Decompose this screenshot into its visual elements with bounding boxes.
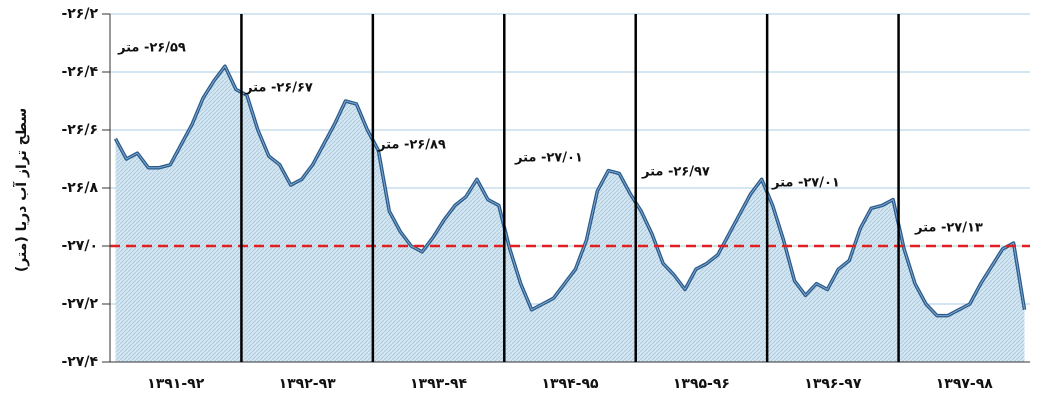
y-tick-label: -۲۶/۶ — [61, 122, 98, 138]
y-axis-label: سطح تراز آب دریا (متر) — [12, 108, 30, 272]
x-tick-label: ۱۳۹۳-۹۴ — [410, 376, 468, 392]
annotation: ۲۶/۶۷- متر — [244, 81, 313, 96]
x-tick-label: ۱۳۹۴-۹۵ — [541, 376, 599, 392]
y-tick-label: -۲۶/۸ — [61, 180, 98, 196]
area — [115, 66, 1025, 362]
annotation: ۲۶/۹۷- متر — [641, 165, 710, 180]
y-tick-label: -۲۷/۴ — [61, 354, 98, 370]
x-tick-label: ۱۳۹۶-۹۷ — [804, 376, 862, 392]
x-tick-label: ۱۳۹۵-۹۶ — [673, 376, 730, 392]
line-highlight — [115, 65, 1026, 317]
annotation: ۲۷/۰۱- متر — [514, 151, 583, 166]
x-tick-label: ۱۳۹۷-۹۸ — [936, 376, 994, 392]
annotation: ۲۷/۱۳- متر — [914, 221, 983, 236]
y-tick-label: -۲۶/۴ — [61, 64, 98, 80]
x-tick-label: ۱۳۹۲-۹۳ — [279, 376, 337, 392]
x-tick-label: ۱۳۹۱-۹۲ — [147, 376, 205, 392]
y-tick-label: -۲۷/۲ — [61, 296, 98, 312]
y-tick-label: -۲۷/۰ — [61, 238, 98, 254]
annotation: ۲۶/۸۹- متر — [377, 138, 446, 153]
annotation: ۲۶/۵۹- متر — [117, 41, 186, 56]
y-tick-label: -۲۶/۲ — [61, 6, 98, 22]
annotation: ۲۷/۰۱- متر — [771, 176, 840, 191]
